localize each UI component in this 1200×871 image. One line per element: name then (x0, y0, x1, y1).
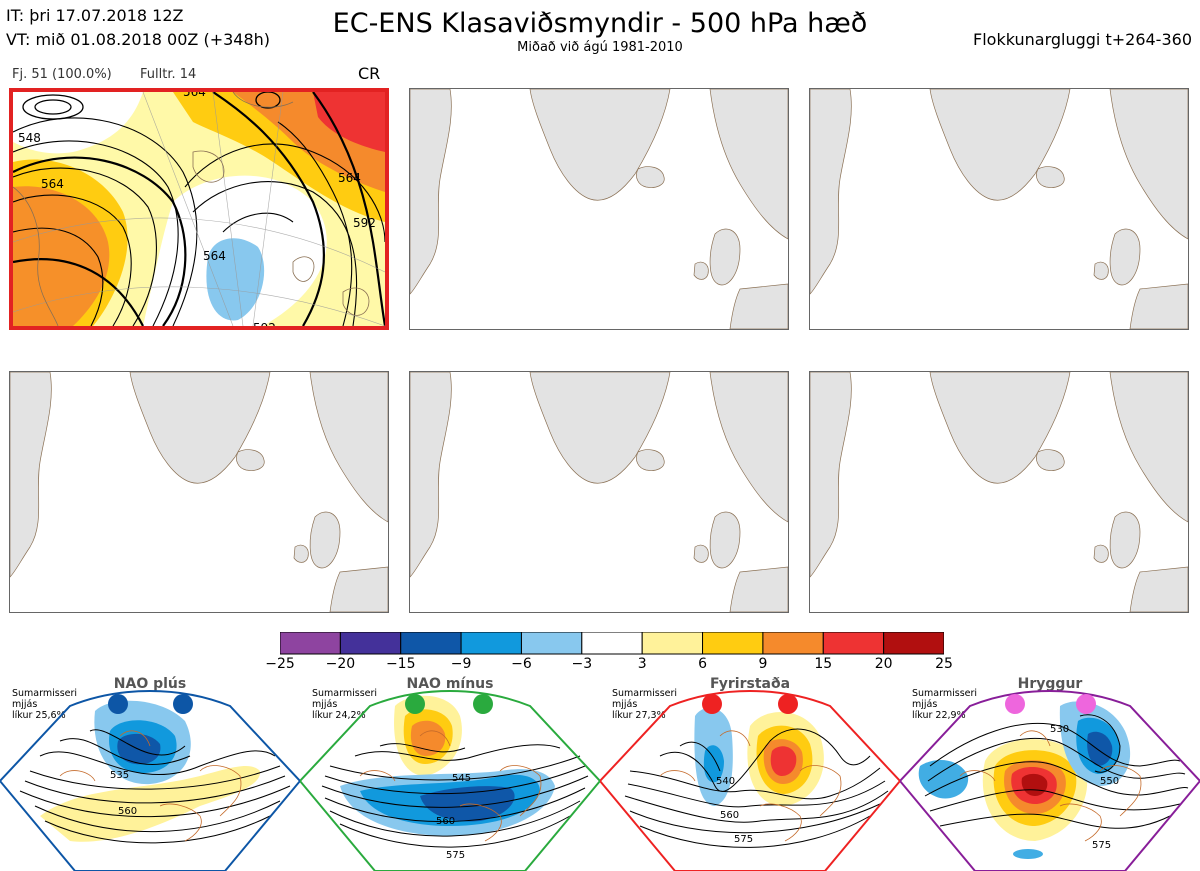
contour-label: 548 (18, 131, 41, 145)
colorbar-tick-label: 6 (698, 656, 707, 672)
colorbar-tick-label: 20 (874, 656, 893, 672)
contour-label: 560 (720, 810, 739, 821)
colorbar-tick-label: −25 (265, 656, 295, 672)
regime-name: NAO plús (113, 676, 187, 692)
representative-member: Fulltr. 14 (140, 67, 197, 82)
cluster-map-empty (409, 88, 789, 330)
contour-label: 560 (118, 806, 137, 817)
colorbar-segment (822, 632, 885, 655)
colorbar-segment (520, 632, 583, 655)
regime-nao-minus: NAO mínus Sumarmisseri mjjás líkur 24,2% (300, 676, 600, 871)
colorbar-segment (641, 632, 704, 655)
regime-ridge: Hryggur Sumarmisseri mjjás líkur 22,9% (900, 676, 1200, 871)
contour-label: 564 (41, 177, 64, 191)
contour-label: 535 (110, 770, 129, 781)
regime-period: mjjás (612, 699, 638, 710)
colorbar-segment (883, 632, 944, 655)
chart-subtitle: Miðað við ágú 1981-2010 (517, 40, 683, 55)
regime-marker (405, 694, 425, 714)
colorbar-tick-label: 3 (637, 656, 647, 672)
colorbar-tick-label: −15 (385, 656, 416, 672)
colorbar-segment (702, 632, 764, 655)
contour-label: 545 (452, 773, 471, 784)
colorbar-tick-label: −20 (325, 656, 356, 672)
regime-marker (173, 694, 193, 714)
map-outline (10, 372, 388, 612)
colorbar-segment (339, 632, 402, 655)
regime-blocking: Fyrirstaða Sumarmisseri mjjás líkur 27,3… (600, 676, 900, 871)
regime-marker (473, 694, 493, 714)
regime-map: 530 550 575 (900, 690, 1200, 871)
member-count: Fj. 51 (100.0%) (12, 67, 112, 82)
contour-label: 575 (1092, 840, 1111, 851)
regime-code: CR (358, 64, 381, 83)
colorbar-tick-label: 25 (935, 656, 953, 672)
regime-likelihood: líkur 27,3% (612, 710, 666, 721)
colorbar-segment (762, 632, 824, 655)
contour-label: 592 (253, 321, 276, 326)
cluster-map-empty (809, 371, 1189, 613)
regime-name: Fyrirstaða (709, 676, 791, 692)
map-outline (410, 89, 788, 329)
cluster-map-empty (809, 88, 1189, 330)
colorbar-segment (460, 632, 522, 655)
contour-label: 564 (338, 171, 361, 185)
regime-nao-plus: NAO plús Sumarmisseri mjjás líkur 25,6% … (0, 676, 300, 871)
cluster-map-empty (409, 371, 789, 613)
regime-likelihood: líkur 22,9% (912, 710, 966, 721)
contour-label: 560 (436, 816, 455, 827)
colorbar-tick-label: −6 (511, 656, 532, 672)
regime-season: Sumarmisseri (12, 688, 78, 699)
regime-season: Sumarmisseri (912, 688, 978, 699)
contour-label: 540 (716, 776, 735, 787)
colorbar-tick-label: −9 (450, 656, 472, 672)
regime-map: 535 560 (0, 690, 300, 871)
colorbar-segment (400, 632, 462, 655)
colorbar-segment (581, 632, 643, 655)
regime-map: 545 560 575 (300, 690, 600, 871)
chart-title: EC-ENS Klasaviðsmyndir - 500 hPa hæð (332, 8, 868, 39)
contour-label: 564 (183, 92, 206, 99)
colorbar-tick-label: −3 (571, 656, 593, 672)
cluster-map-empty (9, 371, 389, 613)
initial-time: IT: þri 17.07.2018 12Z (6, 6, 184, 25)
regime-info: Sumarmisseri mjjás líkur 22,9% (912, 688, 977, 721)
contour-label: 575 (734, 834, 753, 845)
regime-likelihood: líkur 25,6% (12, 710, 66, 721)
regime-season: Sumarmisseri (312, 688, 378, 699)
regime-marker (778, 694, 798, 714)
map-outline (810, 89, 1188, 329)
regime-likelihood: líkur 24,2% (312, 710, 366, 721)
valid-time: VT: mið 01.08.2018 00Z (+348h) (6, 30, 271, 49)
contour-label: 592 (353, 216, 376, 230)
regime-info: Sumarmisseri mjjás líkur 25,6% (12, 688, 77, 721)
map-outline (810, 372, 1188, 612)
regime-season: Sumarmisseri (612, 688, 678, 699)
regime-marker (108, 694, 128, 714)
cluster-map-main: 548 564 564 564 592 592 564 (9, 88, 389, 330)
colorbar-tick-label: 9 (758, 656, 768, 672)
regime-map: 540 560 575 (600, 690, 900, 871)
regime-period: mjjás (12, 699, 38, 710)
classification-window: Flokkunargluggi t+264-360 (973, 30, 1192, 49)
contour-label: 530 (1050, 724, 1069, 735)
regime-name: Hryggur (1017, 676, 1083, 692)
colorbar (280, 632, 944, 655)
main-map-svg: 548 564 564 564 592 592 564 (13, 92, 385, 326)
regime-period: mjjás (912, 699, 938, 710)
regime-name: NAO mínus (406, 676, 494, 692)
regime-marker (702, 694, 722, 714)
regime-marker (1076, 694, 1096, 714)
regime-info: Sumarmisseri mjjás líkur 27,3% (612, 688, 677, 721)
regime-period: mjjás (312, 699, 338, 710)
contour-label: 564 (203, 249, 226, 263)
contour-label: 550 (1100, 776, 1119, 787)
map-outline (410, 372, 788, 612)
colorbar-tick-label: 15 (814, 656, 833, 672)
colorbar-segment (280, 632, 341, 655)
regime-marker (1005, 694, 1025, 714)
contour-label: 575 (446, 850, 465, 861)
regime-info: Sumarmisseri mjjás líkur 24,2% (312, 688, 377, 721)
